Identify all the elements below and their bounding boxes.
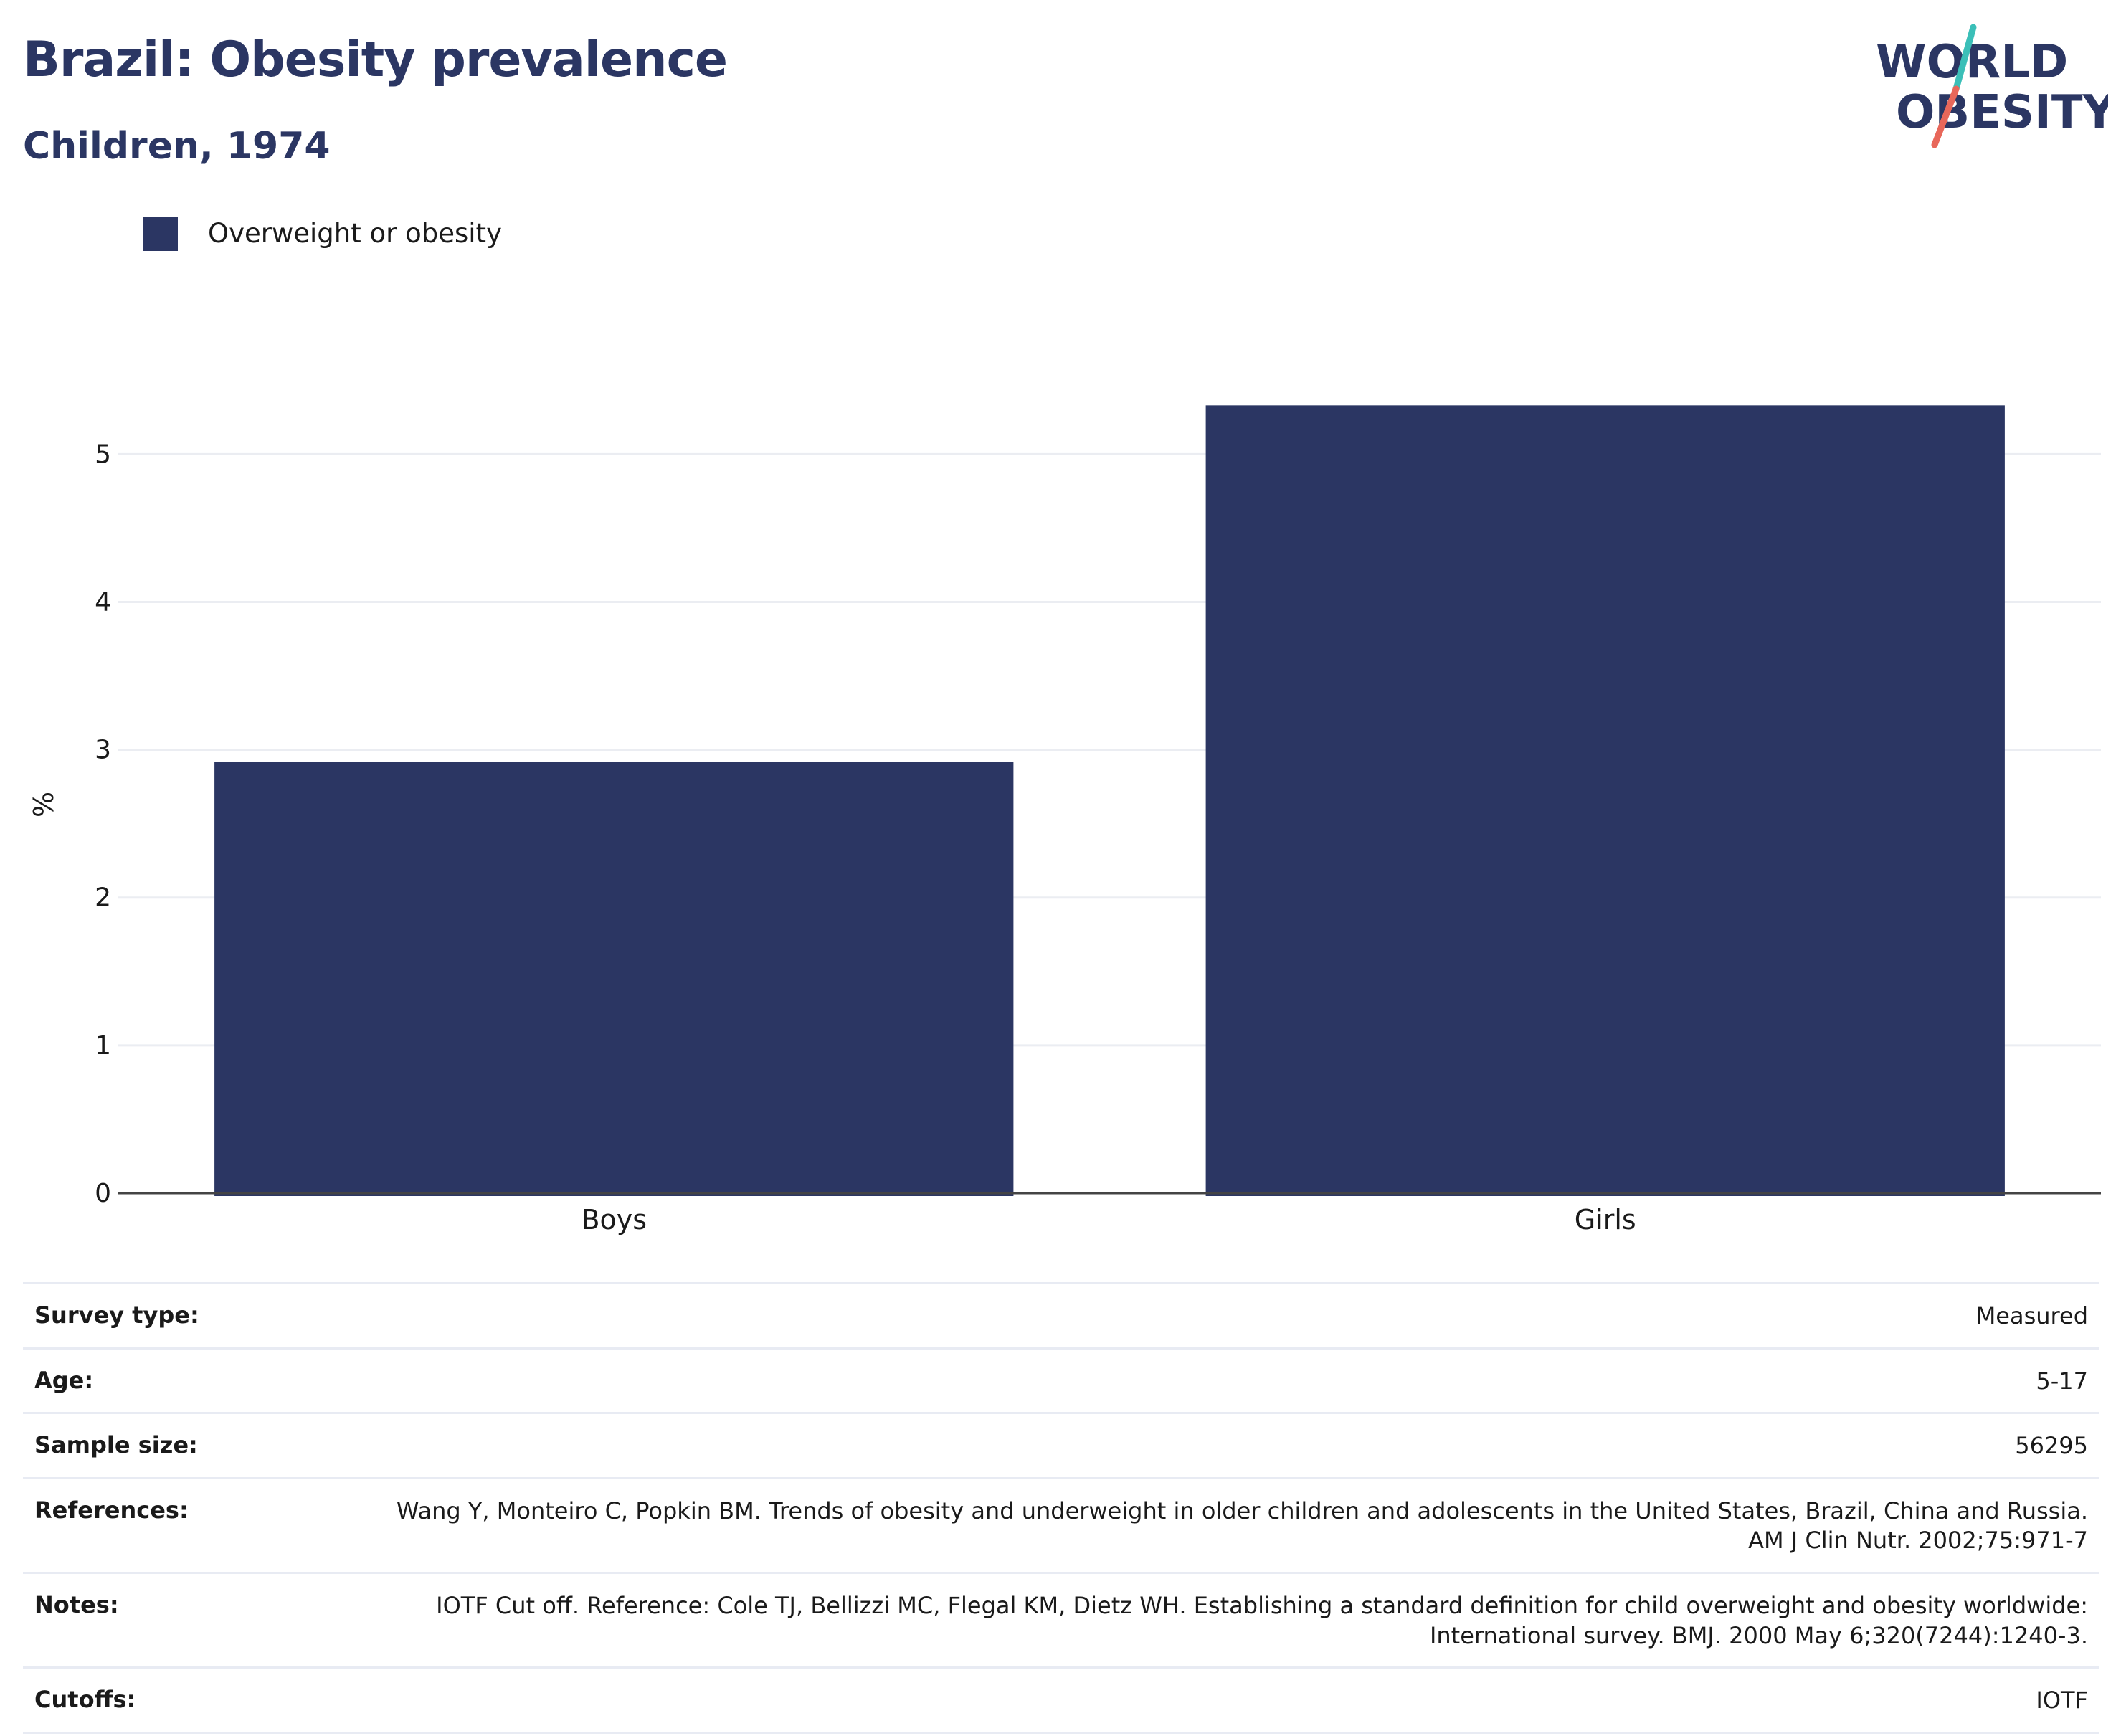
info-label: Notes:	[34, 1590, 119, 1618]
info-value: 5-17	[2036, 1367, 2088, 1395]
info-value: IOTF	[2036, 1687, 2088, 1714]
y-axis-label: %	[28, 792, 60, 817]
info-row: Cutoffs: IOTF	[23, 1666, 2099, 1734]
info-row: Sample size: 56295	[23, 1412, 2099, 1477]
info-row: Notes: IOTF Cut off. Reference: Cole TJ, …	[23, 1571, 2099, 1666]
x-tick-label: Boys	[581, 1204, 647, 1235]
info-value: IOTF Cut off. Reference: Cole TJ, Belliz…	[436, 1591, 2088, 1649]
y-tick-label: 0	[95, 1179, 111, 1208]
info-value: Wang Y, Monteiro C, Popkin BM. Trends of…	[396, 1497, 2088, 1555]
chart-title: Brazil: Obesity prevalence	[23, 32, 728, 88]
logo-line-1: WORLD	[1876, 36, 2068, 89]
logo-slash-coral	[1931, 85, 1960, 148]
info-row: References: Wang Y, Monteiro C, Popkin BM…	[23, 1476, 2099, 1572]
info-value: 56295	[2015, 1432, 2088, 1460]
y-tick-label: 2	[95, 883, 111, 913]
y-tick-label: 1	[95, 1031, 111, 1061]
y-tick-label: 3	[95, 736, 111, 765]
x-tick-label: Girls	[1575, 1204, 1636, 1235]
bar-chart: 0 1 2 3 4 5% Boys Girls	[28, 405, 2101, 1235]
legend-label: Overweight or obesity	[208, 218, 502, 249]
info-row: Age: 5-17	[23, 1347, 2099, 1413]
info-label: Survey type:	[34, 1301, 199, 1329]
bar-girls	[1205, 405, 2005, 1196]
legend-swatch	[143, 217, 178, 251]
info-label: Age:	[34, 1366, 94, 1394]
y-tick-label: 4	[95, 587, 111, 617]
info-row: Survey type: Measured	[23, 1282, 2099, 1347]
info-value: Measured	[1975, 1302, 2088, 1329]
logo-slash-teal	[1952, 24, 1977, 93]
world-obesity-logo: WORLD OBESITY	[1876, 24, 2108, 148]
survey-info-table: Survey type: Measured Age: 5-17 Sample size:…	[23, 1282, 2099, 1734]
info-label: Cutoffs:	[34, 1686, 136, 1714]
logo-line-2: OBESITY	[1896, 86, 2108, 139]
bar-boys	[214, 762, 1014, 1196]
y-tick-label: 5	[95, 440, 111, 469]
chart-subtitle: Children, 1974	[23, 125, 331, 168]
info-label: Sample size:	[34, 1431, 198, 1459]
info-label: References:	[34, 1496, 189, 1524]
